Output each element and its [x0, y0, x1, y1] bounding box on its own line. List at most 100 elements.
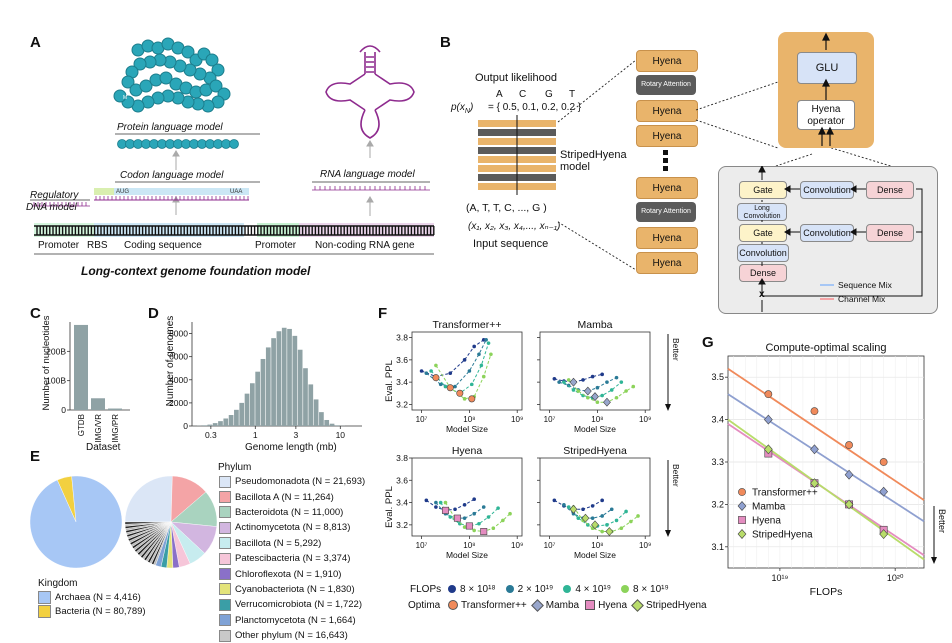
- x-tick-label: 10⁸: [463, 541, 475, 550]
- kingdom-legend: Archaea (N = 4,416) Bacteria (N = 80,789): [38, 591, 146, 619]
- data-point: [631, 385, 635, 389]
- panel-a-figure: M AUG UAA: [20, 30, 440, 300]
- legend-swatch: [219, 614, 231, 626]
- regulatory-lm-label-2: DNA model: [26, 202, 77, 214]
- series-line: [441, 503, 498, 526]
- protein-lm-label: Protein language model: [117, 122, 223, 134]
- x-tick-label: 10⁹: [511, 541, 523, 550]
- legend-label: Bacillota A (N = 11,264): [235, 492, 334, 503]
- data-point: [434, 501, 438, 505]
- input-sequence-label: Input sequence: [473, 238, 548, 250]
- data-point: [576, 389, 580, 393]
- data-point: [591, 375, 595, 379]
- data-point: [477, 522, 481, 526]
- data-point: [553, 499, 557, 503]
- data-point: [463, 516, 467, 520]
- data-point: [480, 364, 484, 368]
- x-axis-label: Model Size: [446, 550, 488, 560]
- data-point: [463, 503, 467, 507]
- phylum-legend-item: Actinomycetota (N = 8,813): [219, 520, 365, 535]
- segment-rbs: RBS: [87, 240, 108, 252]
- data-point: [615, 519, 619, 523]
- data-point: [508, 512, 512, 516]
- data-point: [596, 400, 600, 404]
- data-point: [600, 394, 604, 398]
- x-tick-label: 10⁸: [591, 541, 603, 550]
- x-tick-label: 10⁷: [544, 541, 556, 550]
- data-point: [600, 499, 604, 503]
- legend-label: Cyanobacteriota (N = 1,830): [235, 584, 355, 595]
- stripedhyena-stack-icon: [478, 115, 558, 195]
- data-point: [600, 530, 604, 534]
- data-point: [610, 388, 614, 392]
- legend-label: StripedHyena: [646, 600, 707, 611]
- histogram-bar: [287, 329, 292, 426]
- data-point: [553, 377, 557, 381]
- subplot-title: Hyena: [452, 445, 483, 457]
- phylum-legend: Pseudomonadota (N = 21,693)Bacillota A (…: [219, 474, 365, 643]
- legend-label: 2 × 10¹⁹: [518, 584, 554, 595]
- codon-ticks: [96, 196, 248, 200]
- y-axis-label: Eval. PPL at compute-optimum: [706, 393, 707, 530]
- data-point: [620, 526, 624, 530]
- legend-label: 8 × 10¹⁹: [633, 584, 669, 595]
- x-tick-label: 10: [336, 430, 346, 440]
- phylum-legend-item: Verrucomicrobiota (N = 1,722): [219, 597, 365, 612]
- histogram-bar: [261, 359, 266, 426]
- pie-slice: [125, 476, 172, 522]
- legend-marker: [738, 502, 746, 511]
- y-tick-label: 3.5: [711, 372, 724, 382]
- histogram-bar: [229, 415, 234, 426]
- legend-swatch: [38, 605, 51, 618]
- foundation-model-label: Long-context genome foundation model: [81, 265, 310, 277]
- legend-swatch: [219, 522, 231, 534]
- input-sequence-values: (A, T, T, C, ..., G ): [466, 202, 547, 214]
- better-arrowhead: [665, 404, 671, 411]
- better-arrowhead: [931, 557, 937, 564]
- data-point: [434, 505, 438, 509]
- legend-swatch: [219, 491, 231, 503]
- phylum-legend-item: Bacteroidota (N = 11,000): [219, 505, 365, 520]
- series-line: [426, 499, 474, 510]
- histogram-bar: [202, 425, 207, 426]
- optimum-marker: [469, 396, 475, 402]
- chart-title: Compute-optimal scaling: [765, 342, 886, 354]
- legend-channel-mix: Channel Mix: [838, 293, 885, 305]
- legend-label: Archaea (N = 4,416): [55, 592, 141, 603]
- uaa-label: UAA: [230, 189, 242, 195]
- optimum-marker: [481, 528, 487, 534]
- data-point: [615, 376, 619, 380]
- x-multiplier: x: [759, 289, 765, 301]
- optimum-marker: [466, 523, 472, 529]
- data-point: [463, 358, 467, 362]
- x-tick-label: IMG/VR: [94, 414, 103, 443]
- histogram-bar: [298, 350, 303, 426]
- optimum-marker: [603, 398, 610, 406]
- series-line: [554, 500, 602, 509]
- legend-label: Hyena: [752, 516, 781, 527]
- y-axis-label: Eval. PPL: [384, 486, 395, 528]
- y-tick-label: 0: [183, 421, 188, 431]
- data-point: [600, 514, 604, 518]
- data-point: [468, 369, 472, 373]
- x-tick-label: IMG/PR: [111, 414, 120, 443]
- phylum-legend-item: Bacillota A (N = 11,264): [219, 489, 365, 504]
- legend-label: 8 × 10¹⁸: [460, 584, 496, 595]
- x-axis-label: Model Size: [574, 424, 616, 434]
- kingdom-legend-item: Bacteria (N = 80,789): [38, 605, 146, 619]
- x-axis-label: Model Size: [446, 424, 488, 434]
- y-tick-label: 0: [61, 405, 66, 415]
- aug-label: AUG: [116, 189, 129, 195]
- legend-label: Bacteria (N = 80,789): [55, 606, 146, 617]
- series-line: [564, 505, 612, 518]
- bar: [74, 325, 88, 410]
- histogram-bar: [303, 368, 308, 426]
- subplot-title: Transformer++: [432, 319, 501, 331]
- data-point: [487, 341, 491, 345]
- legend-label: Patescibacteria (N = 3,374): [235, 553, 350, 564]
- flops-legend-item: 8 × 10¹⁸: [448, 584, 496, 595]
- histogram-bar: [239, 403, 244, 426]
- legend-label: Hyena: [598, 600, 627, 611]
